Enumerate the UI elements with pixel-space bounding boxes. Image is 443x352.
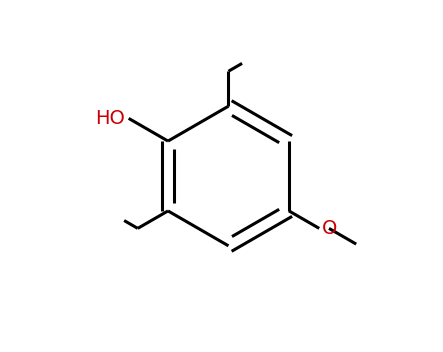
Text: HO: HO [95,109,125,128]
Text: O: O [322,219,338,238]
